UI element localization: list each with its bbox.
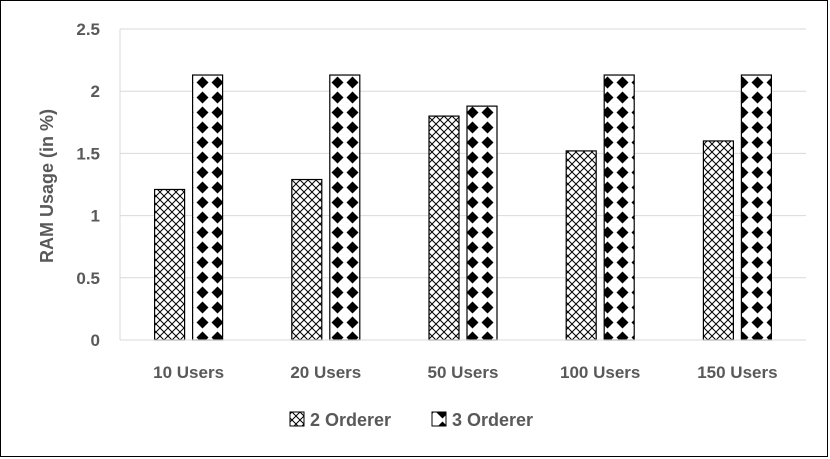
bars	[154, 74, 773, 341]
x-tick-labels: 10 Users 20 Users 50 Users 100 Users 150 Use…	[153, 363, 777, 382]
y-tick-label: 2.5	[76, 20, 100, 39]
legend-label-3-orderer: 3 Orderer	[452, 410, 533, 430]
y-tick-label: 0	[91, 331, 100, 350]
y-tick-label: 0.5	[76, 269, 100, 288]
legend-label-2-orderer: 2 Orderer	[310, 410, 391, 430]
y-tick-label: 2	[91, 82, 100, 101]
axes	[119, 29, 806, 341]
bar-3-orderer-10-users	[192, 74, 224, 341]
grid-lines	[120, 28, 806, 279]
bar-2-orderer-20-users	[291, 178, 323, 341]
bar-3-orderer-100-users	[603, 74, 635, 341]
legend: 2 Orderer 3 Orderer	[289, 410, 533, 430]
bar-2-orderer-100-users	[565, 150, 597, 341]
y-axis-label: RAM Usage (in %)	[37, 109, 57, 263]
x-tick-label: 10 Users	[153, 363, 224, 382]
x-tick-label: 150 Users	[697, 363, 777, 382]
legend-swatch-3-orderer	[431, 411, 447, 427]
x-tick-label: 50 Users	[428, 363, 499, 382]
bar-2-orderer-150-users	[702, 140, 735, 341]
bar-3-orderer-150-users	[740, 74, 773, 341]
y-tick-label: 1	[91, 207, 100, 226]
bar-3-orderer-20-users	[329, 74, 361, 341]
y-tick-labels: 0 0.5 1 1.5 2 2.5	[76, 20, 100, 350]
x-tick-label: 20 Users	[290, 363, 361, 382]
bar-3-orderer-50-users	[466, 105, 498, 341]
x-tick-label: 100 Users	[560, 363, 640, 382]
legend-swatch-2-orderer	[289, 411, 305, 427]
y-tick-label: 1.5	[76, 144, 100, 163]
bar-2-orderer-10-users	[154, 188, 186, 341]
bar-2-orderer-50-users	[428, 115, 460, 341]
